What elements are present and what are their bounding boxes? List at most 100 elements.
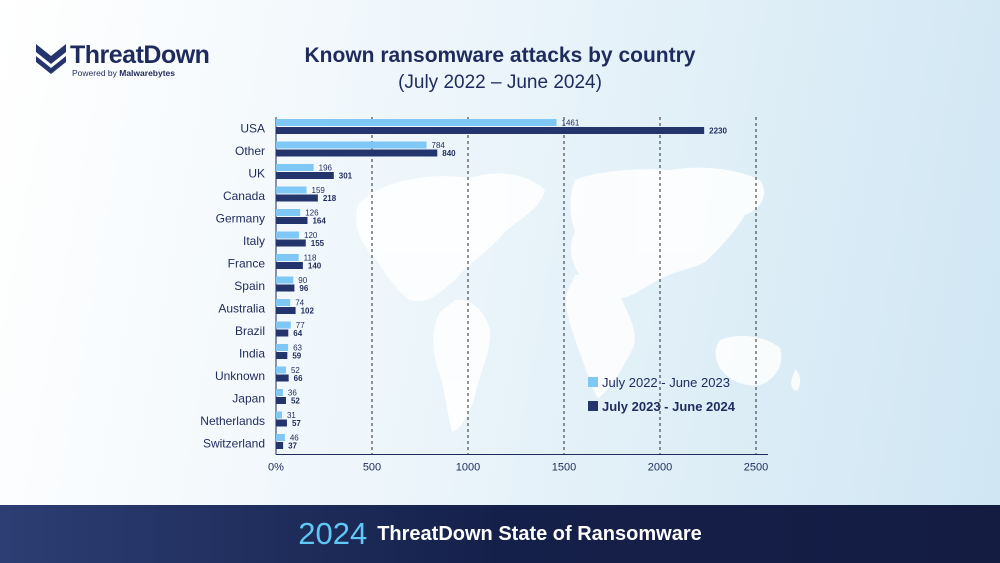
category-label: Italy — [243, 234, 265, 248]
bar-2023 — [276, 299, 291, 306]
category-label: Other — [235, 144, 265, 158]
bar-2024 — [276, 307, 296, 314]
bar-value-label: 784 — [432, 141, 446, 150]
bar-value-label: 164 — [312, 217, 326, 226]
category-label: Canada — [223, 189, 265, 203]
bar-2024 — [276, 172, 334, 179]
bar-2024 — [276, 239, 306, 247]
bar-value-label: 66 — [294, 374, 303, 383]
x-tick-label: 1500 — [552, 462, 576, 474]
bar-2024 — [276, 329, 289, 337]
category-label: Unknown — [215, 369, 265, 383]
category-label: Netherlands — [200, 414, 265, 428]
chart-subtitle: (July 2022 – June 2024) — [398, 72, 602, 93]
x-tick-label: 0% — [268, 462, 284, 474]
bar-value-label: 36 — [288, 389, 297, 398]
bar-2023 — [276, 141, 427, 149]
bar-value-label: 52 — [291, 397, 300, 406]
category-label: India — [239, 346, 265, 360]
bar-2023 — [276, 366, 286, 374]
bar-value-label: 59 — [292, 352, 301, 361]
brand-name: ThreatDown — [70, 41, 210, 69]
legend-item-2023: July 2022 - June 2023 — [588, 370, 735, 394]
bar-value-label: 96 — [299, 284, 308, 293]
bar-value-label: 64 — [293, 329, 302, 338]
bar-value-label: 74 — [295, 299, 304, 308]
legend-swatch-2023 — [588, 377, 598, 387]
bar-value-label: 840 — [442, 149, 456, 158]
x-tick-label: 1000 — [456, 462, 480, 474]
bar-2024 — [276, 419, 287, 427]
bar-value-label: 140 — [308, 262, 322, 271]
bar-value-label: 218 — [323, 194, 337, 203]
bar-2023 — [276, 231, 300, 239]
x-tick-label: 2000 — [648, 462, 672, 474]
bar-2024 — [276, 284, 295, 292]
bar-value-label: 126 — [305, 209, 319, 218]
category-label: Spain — [234, 279, 265, 293]
bar-value-label: 90 — [298, 276, 307, 285]
bar-2024 — [276, 374, 289, 382]
x-axis-tick-labels: 0% 500 1000 1500 2000 2500 — [268, 462, 768, 474]
bar-2023 — [276, 254, 299, 261]
bar-value-label: 159 — [312, 186, 326, 195]
powered-by: Powered by Malwarebytes — [72, 68, 175, 78]
legend-swatch-2024 — [588, 401, 598, 411]
footer-year: 2024 — [298, 516, 368, 551]
bar-value-label: 120 — [304, 231, 318, 240]
chevron-logo-icon — [36, 44, 66, 74]
bar-value-label: 31 — [287, 411, 296, 420]
category-label: Japan — [232, 391, 265, 405]
bar-2023 — [276, 119, 557, 126]
bar-value-label: 155 — [311, 239, 325, 248]
bar-value-label: 37 — [288, 442, 297, 451]
x-tick-label: 500 — [363, 462, 381, 474]
bar-value-label: 2230 — [709, 127, 727, 136]
category-label: USA — [240, 121, 265, 135]
legend-label-2023: July 2022 - June 2023 — [602, 374, 730, 390]
category-label: UK — [248, 166, 265, 180]
bar-value-label: 52 — [291, 366, 300, 375]
category-label: Germany — [216, 211, 265, 225]
bar-value-label: 77 — [296, 321, 305, 330]
category-label: Brazil — [235, 324, 265, 338]
x-tick-label: 2500 — [744, 462, 768, 474]
category-label: Australia — [218, 301, 265, 315]
bar-2024 — [276, 194, 318, 202]
bar-2023 — [276, 389, 283, 396]
bar-2024 — [276, 217, 308, 224]
footer-banner: 2024 ThreatDown State of Ransomware — [0, 505, 1000, 563]
bar-value-label: 102 — [301, 307, 315, 316]
chart-legend: July 2022 - June 2023 July 2023 - June 2… — [588, 370, 735, 418]
bar-value-label: 57 — [292, 419, 301, 428]
bar-value-label: 301 — [339, 172, 353, 181]
bar-2023 — [276, 209, 301, 216]
bar-value-label: 118 — [304, 254, 317, 263]
bar-2024 — [276, 149, 438, 157]
bar-2023 — [276, 321, 291, 329]
bar-2023 — [276, 344, 289, 351]
world-map-background — [356, 167, 801, 432]
category-label: France — [228, 256, 266, 270]
category-labels: USA Other UK Canada Germany Italy France Spain A… — [200, 121, 265, 450]
chart-title: Known ransomware attacks by country — [304, 44, 696, 67]
bar-2024 — [276, 442, 284, 449]
bar-value-label: 63 — [293, 344, 302, 353]
bar-value-label: 1461 — [562, 119, 580, 128]
category-label: Switzerland — [203, 436, 265, 450]
legend-label-2024: July 2023 - June 2024 — [602, 398, 735, 414]
threatdown-logo: ThreatDown Powered by Malwarebytes — [36, 41, 210, 78]
bar-value-label: 46 — [290, 434, 299, 443]
bar-2024 — [276, 127, 705, 134]
bar-2024 — [276, 397, 286, 404]
bar-2024 — [276, 262, 303, 269]
bar-2023 — [276, 164, 314, 171]
bar-2023 — [276, 186, 307, 194]
bar-2023 — [276, 434, 285, 441]
bar-2023 — [276, 276, 294, 284]
bar-2024 — [276, 352, 288, 359]
bar-value-label: 196 — [319, 164, 333, 173]
legend-item-2024: July 2023 - June 2024 — [588, 394, 735, 418]
